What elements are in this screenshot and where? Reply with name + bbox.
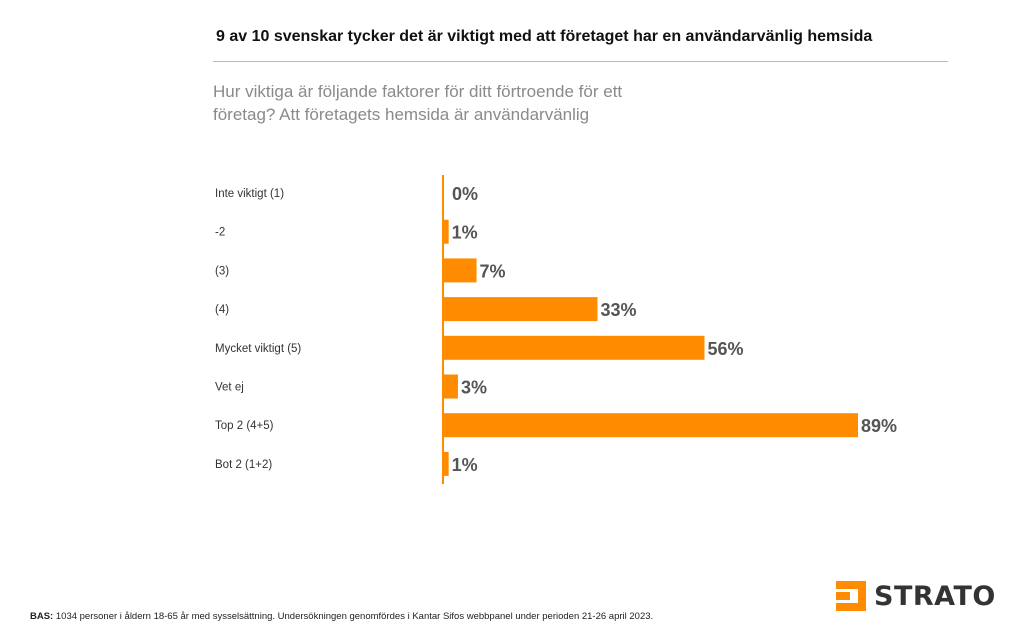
bar-chart: Inte viktigt (1) 0% -2 1% (3) 7% (4) 33% Mycket …: [215, 175, 897, 484]
chart-title: 9 av 10 svenskar tycker det är viktigt m…: [216, 28, 873, 45]
footnote-label: BAS:: [30, 611, 54, 622]
category-label: -2: [215, 227, 225, 239]
value-label: 56%: [707, 339, 743, 359]
strato-logo: STRATO: [836, 578, 996, 614]
bar: [444, 219, 449, 244]
bar: [444, 258, 477, 283]
bar: [444, 297, 598, 322]
value-label: 3%: [461, 378, 487, 398]
logo-icon-outer: [836, 581, 866, 611]
category-label: Bot 2 (1+2): [215, 459, 272, 471]
value-label: 1%: [452, 223, 478, 243]
category-label: Top 2 (4+5): [215, 420, 274, 432]
value-label: 7%: [480, 261, 506, 281]
value-label: 33%: [601, 300, 637, 320]
logo-icon-inner: [836, 592, 850, 600]
bar: [444, 413, 858, 438]
title-divider: [213, 61, 948, 62]
category-label: (3): [215, 265, 229, 277]
strato-logo-icon: [836, 581, 866, 611]
footnote-text: 1034 personer i åldern 18-65 år med syss…: [53, 611, 654, 622]
category-label: (4): [215, 304, 229, 316]
bar: [444, 335, 705, 360]
strato-logo-text: STRATO: [874, 580, 996, 612]
value-label: 1%: [452, 455, 478, 475]
chart-question: Hur viktiga är följande faktorer för dit…: [213, 82, 623, 124]
bar: [444, 374, 458, 399]
value-label: 89%: [861, 416, 897, 436]
footnote: BAS: 1034 personer i åldern 18-65 år med…: [30, 611, 653, 622]
category-label: Vet ej: [215, 382, 244, 394]
value-label: 0%: [452, 184, 478, 204]
category-label: Inte viktigt (1): [215, 188, 284, 200]
bar: [444, 451, 449, 476]
category-label: Mycket viktigt (5): [215, 343, 301, 355]
